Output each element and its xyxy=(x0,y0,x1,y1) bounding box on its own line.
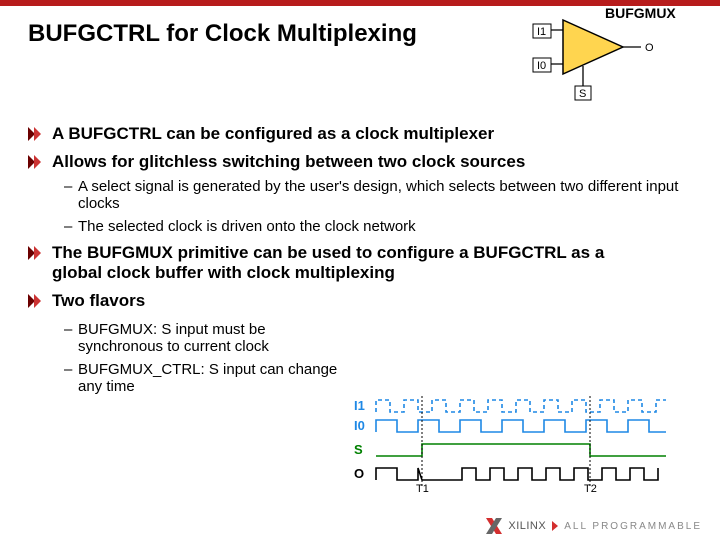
bullet-4-2: BUFGMUX_CTRL: S input can change any tim… xyxy=(64,361,348,395)
i0-label: I0 xyxy=(537,60,546,72)
bullet-3: The BUFGMUX primitive can be used to con… xyxy=(28,243,692,283)
timing-o-label: O xyxy=(354,466,364,481)
chevron-icon xyxy=(28,246,44,260)
i1-label: I1 xyxy=(537,26,546,38)
bufgmux-title: BUFGMUX xyxy=(605,8,676,21)
bullet-1: A BUFGCTRL can be configured as a clock … xyxy=(28,124,692,144)
chevron-icon xyxy=(28,294,44,308)
o-label: O xyxy=(645,42,654,54)
timing-i1-label: I1 xyxy=(354,398,365,413)
chevron-icon xyxy=(28,127,44,141)
chevron-icon xyxy=(552,521,558,531)
bullet-2: Allows for glitchless switching between … xyxy=(28,152,692,172)
bullet-2-2: The selected clock is driven onto the cl… xyxy=(64,218,692,235)
bullet-3-text: The BUFGMUX primitive can be used to con… xyxy=(52,243,604,283)
timing-diagram: I1 I0 S O T1 T2 xyxy=(348,396,678,506)
bullet-4-text: Two flavors xyxy=(52,291,145,311)
t2-label: T2 xyxy=(584,483,597,495)
wave-i0 xyxy=(376,420,666,432)
xilinx-logo-icon xyxy=(486,518,502,534)
bufgmux-svg: I1 I0 S O BUFGMUX xyxy=(523,8,698,103)
s-label: S xyxy=(579,88,586,100)
footer-branding: XILINX ALL PROGRAMMABLE xyxy=(486,518,702,534)
footer-brand: XILINX xyxy=(508,520,546,532)
wave-s xyxy=(376,444,666,456)
timing-i0-label: I0 xyxy=(354,418,365,433)
bullet-4-1: BUFGMUX: S input must be synchronous to … xyxy=(64,321,348,355)
bullet-2-1: A select signal is generated by the user… xyxy=(64,178,692,212)
buffer-triangle xyxy=(563,20,623,74)
chevron-icon xyxy=(28,155,44,169)
bullet-4: Two flavors xyxy=(28,291,692,311)
t1-label: T1 xyxy=(416,483,429,495)
bullet-2-text: Allows for glitchless switching between … xyxy=(52,152,525,172)
footer-tagline: ALL PROGRAMMABLE xyxy=(564,521,702,532)
timing-s-label: S xyxy=(354,442,363,457)
bullet-1-text: A BUFGCTRL can be configured as a clock … xyxy=(52,124,494,144)
wave-i1 xyxy=(376,400,666,412)
wave-o xyxy=(376,468,658,480)
timing-svg: I1 I0 S O T1 T2 xyxy=(348,396,678,506)
bufgmux-symbol-diagram: I1 I0 S O BUFGMUX xyxy=(523,8,698,103)
